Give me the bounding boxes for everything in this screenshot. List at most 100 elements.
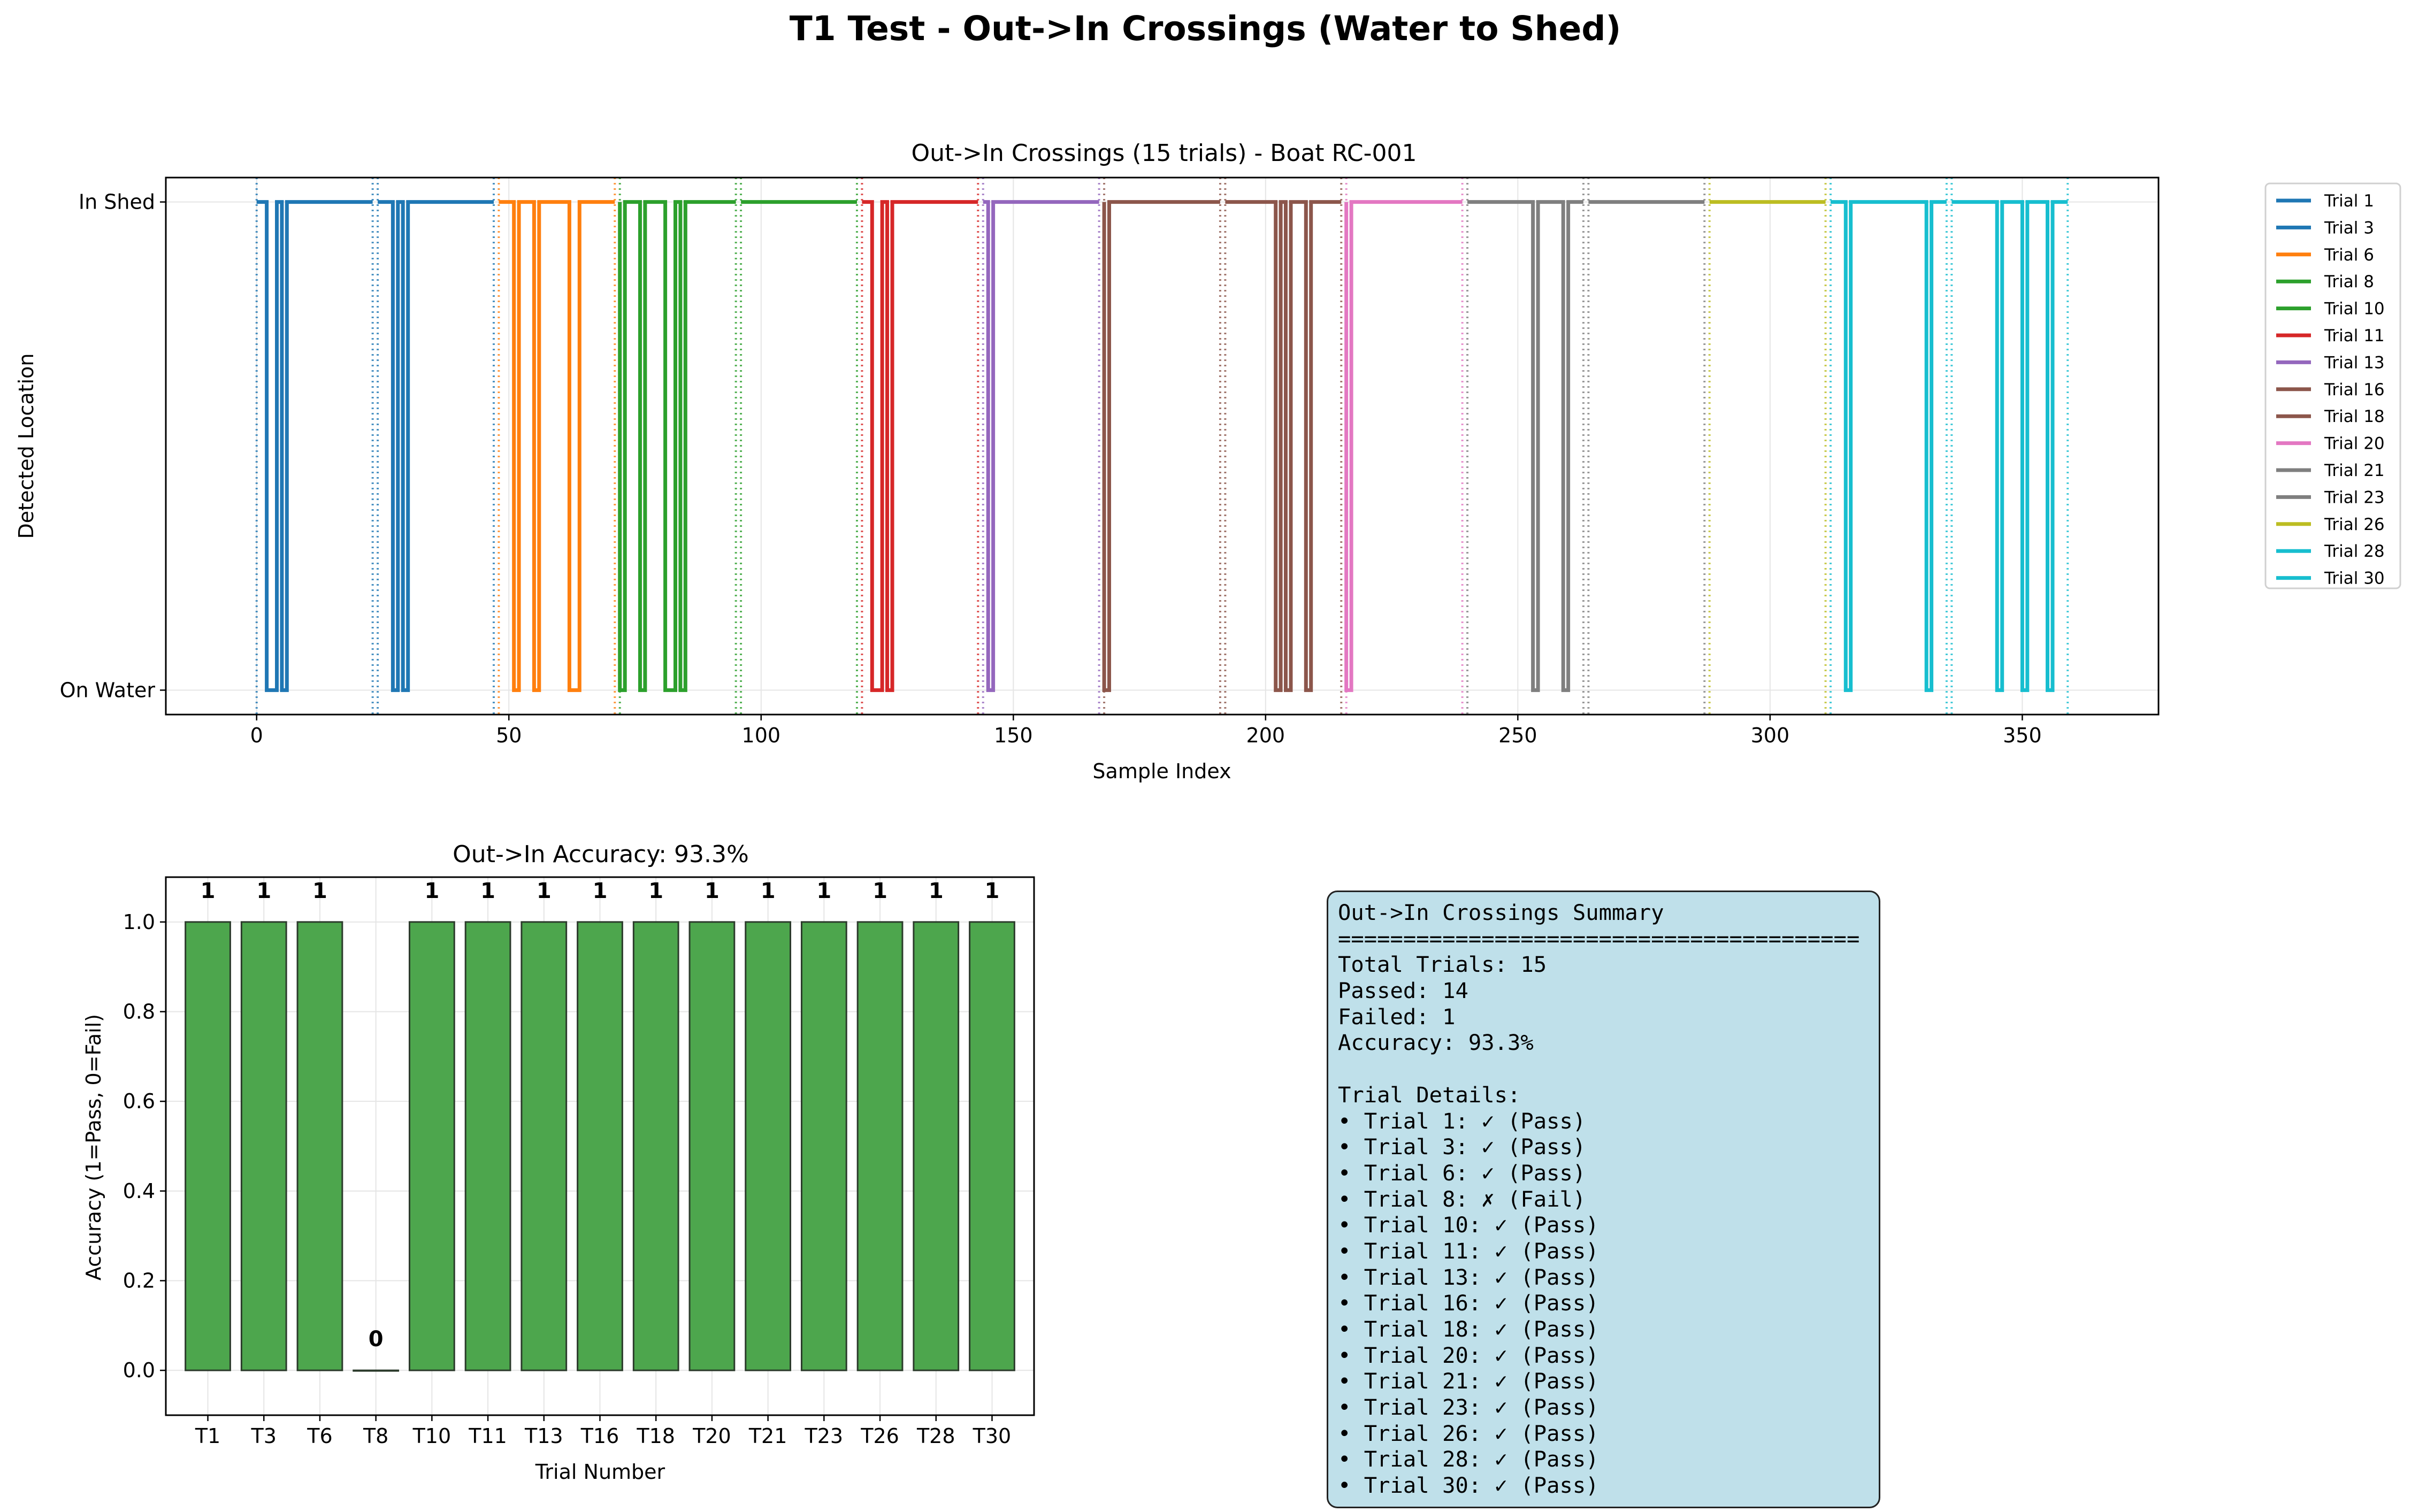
bar-value-label: 1 xyxy=(312,879,327,903)
legend-label: Trial 1 xyxy=(2324,191,2374,211)
summary-line: • Trial 30: ✓ (Pass) xyxy=(1338,1472,1599,1499)
bar-chart-title: Out->In Accuracy: 93.3% xyxy=(453,841,749,868)
summary-line: Passed: 14 xyxy=(1338,978,1468,1004)
x-tick-label: T18 xyxy=(636,1424,675,1448)
series-line xyxy=(1951,200,2068,692)
bar-value-label: 1 xyxy=(872,879,887,903)
line-chart-x-label: Sample Index xyxy=(1092,759,1231,783)
legend-label: Trial 8 xyxy=(2324,272,2374,291)
bar xyxy=(296,921,343,1371)
line-chart-x-ticks: 0 50 100 150 200 250 300 350 xyxy=(250,715,2042,747)
legend-label: Trial 16 xyxy=(2324,380,2385,400)
x-tick-label: T1 xyxy=(195,1424,220,1448)
bar xyxy=(745,921,792,1371)
legend-label: Trial 11 xyxy=(2324,326,2385,346)
bar xyxy=(240,921,287,1371)
x-tick-label: 0 xyxy=(250,724,263,747)
series-line xyxy=(499,200,615,692)
x-tick-label: 350 xyxy=(2003,724,2042,747)
summary-line xyxy=(1338,1056,1869,1082)
legend-label: Trial 20 xyxy=(2324,434,2385,454)
bar-value-label: 1 xyxy=(705,879,720,903)
bar-value-label: 1 xyxy=(593,879,608,903)
line-chart-frame xyxy=(165,176,2160,716)
summary-line: • Trial 16: ✓ (Pass) xyxy=(1338,1290,1599,1316)
legend-frame xyxy=(2264,182,2401,589)
x-tick-label: T23 xyxy=(805,1424,844,1448)
x-tick-label: T28 xyxy=(916,1424,955,1448)
summary-line: • Trial 13: ✓ (Pass) xyxy=(1338,1264,1599,1290)
x-tick-label: T6 xyxy=(307,1424,332,1448)
x-tick-label: 150 xyxy=(994,724,1033,747)
bar-value-label: 1 xyxy=(537,879,552,903)
bar xyxy=(856,921,904,1371)
bar xyxy=(408,921,455,1371)
line-chart-series xyxy=(256,200,2068,692)
x-tick-label: 250 xyxy=(1498,724,1537,747)
bar-value-label: 1 xyxy=(816,879,831,903)
series-line xyxy=(1225,200,1342,692)
legend-label: Trial 28 xyxy=(2324,542,2385,561)
line-chart-legend: Trial 1 Trial 3 Trial 6 Trial 8 Trial 10 Tria… xyxy=(2264,182,2401,589)
x-tick-label: T20 xyxy=(692,1424,731,1448)
bar xyxy=(521,921,568,1371)
figure-title: T1 Test - Out->In Crossings (Water to Sh… xyxy=(790,9,1621,48)
bar-value-label: 1 xyxy=(648,879,663,903)
summary-line: • Trial 26: ✓ (Pass) xyxy=(1338,1420,1599,1446)
line-chart: Out->In Crossings (15 trials) - Boat RC-… xyxy=(14,140,2401,783)
bar-value-label: 1 xyxy=(424,879,439,903)
x-tick-label: T16 xyxy=(580,1424,619,1448)
legend-label: Trial 3 xyxy=(2324,218,2374,237)
legend-label: Trial 21 xyxy=(2324,461,2385,480)
series-line xyxy=(983,200,1099,692)
legend-label: Trial 10 xyxy=(2324,300,2385,319)
summary-line: • Trial 8: ✗ (Fail) xyxy=(1338,1186,1586,1212)
bar-chart-x-label: Trial Number xyxy=(535,1460,665,1484)
x-tick-label: T13 xyxy=(524,1424,563,1448)
bar-value-label: 1 xyxy=(929,879,944,903)
trial-boundary-lines xyxy=(255,178,2069,715)
bar xyxy=(185,921,231,1371)
y-tick-label: 1.0 xyxy=(123,910,155,934)
summary-box: Out->In Crossings Summary ===============… xyxy=(1327,891,1880,1508)
bar xyxy=(464,921,511,1371)
x-tick-label: T3 xyxy=(251,1424,277,1448)
x-tick-label: T8 xyxy=(363,1424,388,1448)
x-tick-label: T26 xyxy=(860,1424,899,1448)
y-tick-label: 0.2 xyxy=(123,1269,155,1293)
bar-value-label: 1 xyxy=(985,879,1000,903)
legend-label: Trial 6 xyxy=(2324,245,2374,265)
y-tick-label: 0.6 xyxy=(123,1089,155,1113)
line-chart-y-label: Detected Location xyxy=(14,353,38,539)
series-line xyxy=(1467,200,1583,692)
y-tick-label: 0.4 xyxy=(123,1179,155,1203)
x-tick-label: 200 xyxy=(1246,724,1285,747)
summary-line: Out->In Crossings Summary xyxy=(1338,900,1664,925)
bar-chart-x-ticks: T1 T3 T6 T8 T10 T11 T13 T16 T18 T20 T21 T23 T26 T28 T3… xyxy=(195,1415,1011,1448)
bar xyxy=(632,921,679,1371)
bar-chart-bars xyxy=(185,921,1015,1372)
bar-chart-value-labels: 1 1 1 0 1 1 1 1 1 1 1 1 1 1 1 xyxy=(201,879,1000,1352)
summary-line: • Trial 11: ✓ (Pass) xyxy=(1338,1238,1599,1264)
bar-value-label: 1 xyxy=(761,879,776,903)
x-tick-label: 50 xyxy=(496,724,522,747)
bar-value-label: 1 xyxy=(256,879,271,903)
summary-line: Accuracy: 93.3% xyxy=(1338,1030,1534,1056)
series-line xyxy=(1831,200,1947,692)
summary-line: • Trial 20: ✓ (Pass) xyxy=(1338,1342,1599,1368)
bar xyxy=(969,921,1015,1371)
y-tick-label: In Shed xyxy=(79,190,155,214)
bar-chart-y-ticks: 0.0 0.2 0.4 0.6 0.8 1.0 xyxy=(123,910,166,1382)
bar xyxy=(688,921,736,1371)
summary-line: • Trial 23: ✓ (Pass) xyxy=(1338,1394,1599,1421)
series-line xyxy=(256,200,373,692)
series-line xyxy=(1102,200,1220,692)
bar-value-label: 1 xyxy=(480,879,495,903)
summary-line: • Trial 21: ✓ (Pass) xyxy=(1338,1368,1599,1394)
y-tick-label: 0.8 xyxy=(123,1000,155,1024)
line-chart-y-ticks: On Water In Shed xyxy=(60,190,166,702)
summary-line: • Trial 6: ✓ (Pass) xyxy=(1338,1160,1586,1186)
bar-value-label: 1 xyxy=(201,879,216,903)
y-tick-label: 0.0 xyxy=(123,1359,155,1382)
